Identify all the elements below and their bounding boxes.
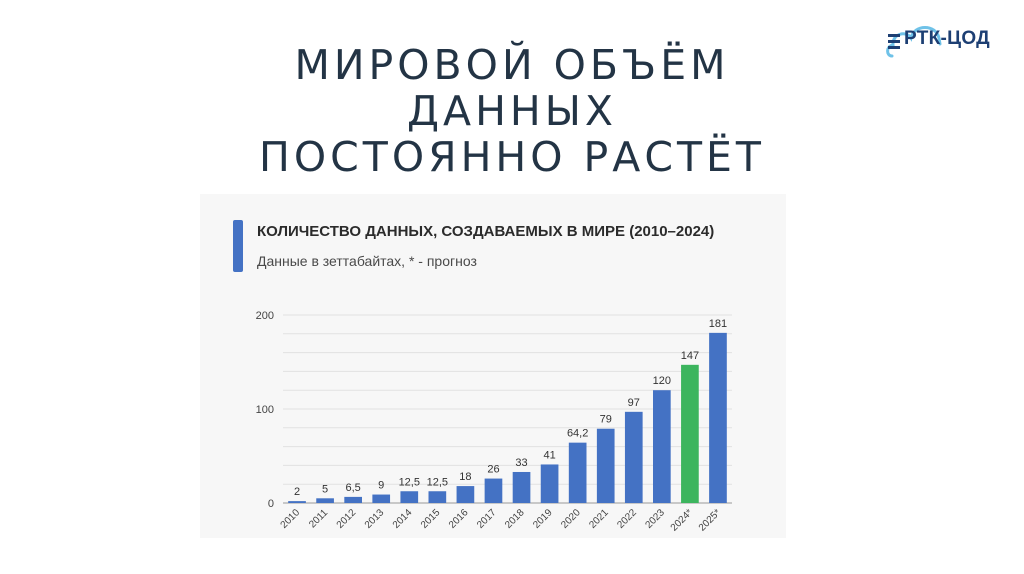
x-tick-label: 2010 bbox=[279, 507, 303, 531]
data-label: 5 bbox=[322, 483, 328, 495]
bar bbox=[400, 491, 419, 503]
bar bbox=[540, 464, 559, 503]
data-label: 79 bbox=[600, 414, 612, 426]
x-tick-label: 2014 bbox=[391, 507, 415, 531]
chart-subtitle: Данные в зеттабайтах, * - прогноз bbox=[257, 253, 477, 269]
data-label: 12,5 bbox=[399, 476, 420, 488]
logo: РТК-ЦОД bbox=[884, 14, 1016, 64]
logo-text: РТК-ЦОД bbox=[904, 28, 990, 49]
x-tick-label: 2025* bbox=[697, 507, 723, 533]
title-accent-bar bbox=[233, 220, 243, 272]
bar bbox=[709, 332, 727, 503]
data-label: 26 bbox=[487, 464, 499, 476]
bar bbox=[344, 496, 362, 503]
data-label: 41 bbox=[543, 449, 555, 461]
bar bbox=[568, 442, 587, 503]
chart-card: КОЛИЧЕСТВО ДАННЫХ, СОЗДАВАЕМЫХ В МИРЕ (2… bbox=[200, 194, 786, 538]
x-tick-label: 2020 bbox=[559, 507, 583, 531]
x-tick-label: 2023 bbox=[643, 507, 667, 531]
bar bbox=[484, 478, 503, 503]
x-tick-label: 2021 bbox=[587, 507, 611, 531]
bar bbox=[653, 390, 671, 503]
cloud-server-icon bbox=[886, 26, 942, 58]
bar bbox=[372, 494, 391, 503]
bar bbox=[456, 486, 475, 503]
x-tick-label: 2011 bbox=[307, 507, 330, 530]
x-tick-label: 2017 bbox=[475, 507, 499, 531]
x-tick-label: 2013 bbox=[363, 507, 387, 531]
chart-title: КОЛИЧЕСТВО ДАННЫХ, СОЗДАВАЕМЫХ В МИРЕ (2… bbox=[257, 223, 715, 240]
data-label: 33 bbox=[515, 457, 527, 469]
data-label: 120 bbox=[653, 375, 671, 387]
x-tick-label: 2024* bbox=[669, 507, 695, 533]
slide-title: МИРОВОЙ ОБЪЁМ ДАННЫХ ПОСТОЯННО РАСТЁТ bbox=[180, 42, 844, 180]
x-tick-label: 2015 bbox=[419, 507, 443, 531]
data-label: 2 bbox=[294, 486, 300, 498]
data-label: 97 bbox=[628, 397, 640, 409]
slide-title-line-3: ПОСТОЯННО РАСТЁТ bbox=[259, 133, 765, 181]
data-label: 64,2 bbox=[567, 428, 588, 440]
x-tick-label: 2018 bbox=[503, 507, 527, 531]
data-label: 9 bbox=[378, 480, 384, 492]
bar-chart: 0 100 200 2 2010 5 2011 6,5 2012 9 2013 12,5 2014 12,… bbox=[256, 310, 732, 534]
x-tick-label: 2016 bbox=[447, 507, 471, 531]
bar bbox=[428, 491, 447, 503]
bar bbox=[316, 498, 334, 503]
slide-title-line-2: ДАННЫХ bbox=[406, 87, 617, 135]
x-tick-label: 2022 bbox=[615, 507, 639, 531]
data-label: 181 bbox=[709, 318, 727, 330]
y-tick-label: 200 bbox=[256, 310, 274, 322]
bar bbox=[624, 411, 643, 503]
data-label: 18 bbox=[459, 471, 471, 483]
slide-title-line-1: МИРОВОЙ ОБЪЁМ bbox=[294, 41, 730, 89]
data-label: 6,5 bbox=[346, 482, 361, 494]
bar bbox=[681, 364, 699, 503]
x-tick-label: 2019 bbox=[531, 507, 555, 531]
x-tick-label: 2012 bbox=[335, 507, 359, 531]
bar bbox=[596, 428, 615, 503]
bar bbox=[512, 471, 531, 503]
bar bbox=[288, 501, 306, 503]
data-label: 12,5 bbox=[427, 476, 448, 488]
y-tick-label: 100 bbox=[256, 404, 274, 416]
y-tick-label: 0 bbox=[268, 498, 274, 510]
data-label: 147 bbox=[681, 350, 699, 362]
